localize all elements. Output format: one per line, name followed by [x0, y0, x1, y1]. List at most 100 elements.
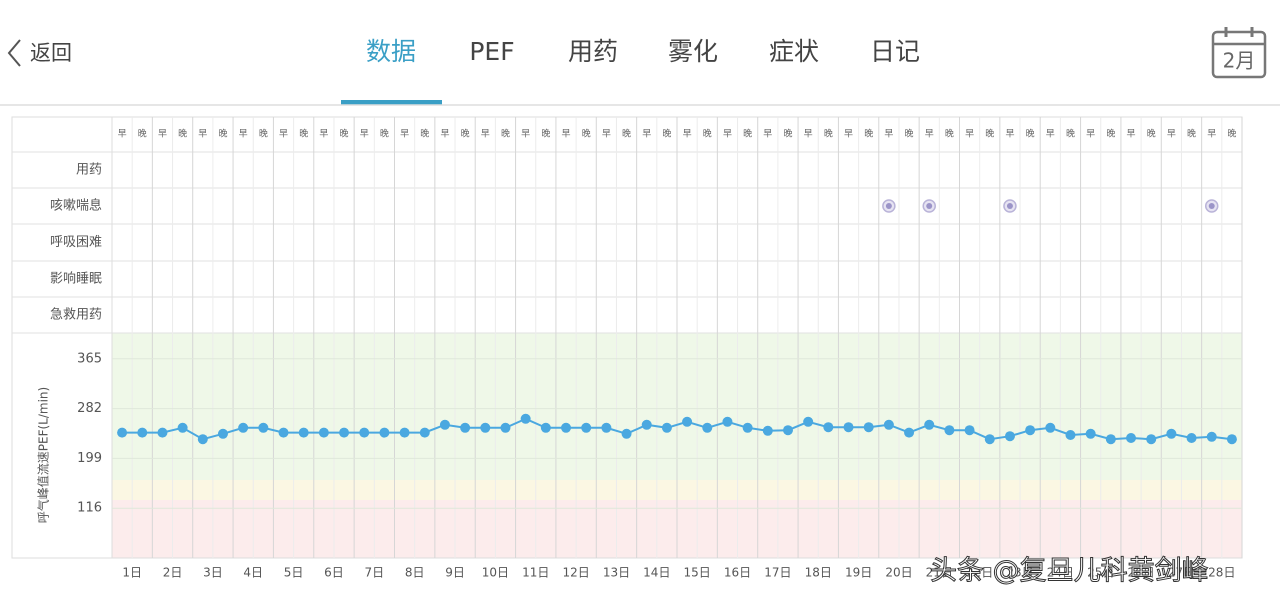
slot-label: 晚: [420, 129, 429, 140]
row-label: 影响睡眠: [50, 271, 102, 287]
pef-point: [823, 422, 834, 433]
x-tick-label: 18日: [805, 566, 832, 580]
slot-label: 早: [884, 129, 893, 140]
row-label: 呼吸困难: [50, 235, 102, 250]
pef-point: [258, 422, 269, 433]
slot-label: 早: [1127, 129, 1136, 140]
slot-label: 早: [118, 129, 127, 140]
slot-label: 早: [440, 129, 449, 140]
pef-point: [1105, 434, 1116, 445]
slot-label: 早: [642, 129, 651, 140]
pef-point: [561, 422, 572, 433]
slot-label: 早: [683, 129, 692, 140]
pef-point: [339, 427, 350, 438]
slot-label: 早: [1167, 129, 1176, 140]
slot-label: 晚: [218, 129, 227, 140]
slot-label: 早: [239, 129, 248, 140]
slot-label: 晚: [259, 129, 268, 140]
symptom-dot: [1208, 203, 1215, 209]
slot-label: 晚: [138, 129, 147, 140]
row-label: 急救用药: [50, 307, 102, 323]
slot-label: 早: [521, 129, 530, 140]
slot-label: 早: [925, 129, 934, 140]
y-tick-label: 116: [77, 501, 102, 516]
pef-point: [1045, 422, 1056, 433]
pef-point: [843, 422, 854, 433]
pef-point: [359, 427, 370, 438]
symptom-dot: [885, 203, 892, 209]
pef-point: [722, 416, 733, 427]
x-tick-label: 15日: [684, 566, 711, 580]
pef-point: [1025, 425, 1036, 436]
pef-point: [621, 428, 632, 439]
slot-label: 早: [1005, 129, 1014, 140]
x-tick-label: 16日: [724, 566, 751, 580]
pef-point: [298, 427, 309, 438]
slot-label: 早: [158, 129, 167, 140]
pef-point: [480, 422, 491, 433]
pef-point: [399, 427, 410, 438]
slot-label: 晚: [299, 129, 308, 140]
pef-point: [904, 427, 915, 438]
slot-label: 早: [1046, 129, 1055, 140]
slot-label: 晚: [703, 129, 712, 140]
slot-label: 早: [279, 129, 288, 140]
table-grid: 早晚早晚早晚早晚早晚早晚早晚早晚早晚早晚早晚早晚早晚早晚早晚早晚早晚早晚早晚早晚…: [12, 117, 1243, 558]
symptom-dot: [1006, 203, 1013, 209]
pef-point: [1166, 428, 1177, 439]
slot-label: 早: [319, 129, 328, 140]
pef-point: [379, 427, 390, 438]
tab-bar: 数据 PEF 用药 雾化 症状 日记: [341, 37, 920, 105]
slot-label: 早: [1207, 129, 1216, 140]
back-icon[interactable]: [7, 39, 21, 67]
pef-point: [137, 427, 148, 438]
pef-point: [924, 419, 935, 430]
calendar-label: 2月: [1223, 49, 1256, 73]
x-tick-label: 12日: [562, 566, 589, 580]
x-tick-label: 17日: [764, 566, 791, 580]
slot-label: 晚: [340, 129, 349, 140]
pef-point: [1085, 428, 1096, 439]
slot-label: 晚: [985, 129, 994, 140]
tab[interactable]: 雾化: [668, 37, 718, 66]
pef-point: [1146, 434, 1157, 445]
pef-point: [661, 422, 672, 433]
slot-label: 晚: [178, 129, 187, 140]
calendar-button[interactable]: 2月: [1211, 27, 1267, 79]
x-tick-label: 6日: [324, 566, 344, 580]
slot-label: 早: [360, 129, 369, 140]
symptom-dot: [926, 203, 933, 209]
tab[interactable]: 症状: [769, 37, 819, 66]
pef-point: [217, 428, 228, 439]
slot-label: 早: [804, 129, 813, 140]
pef-point: [318, 427, 329, 438]
slot-label: 早: [602, 129, 611, 140]
x-tick-label: 13日: [603, 566, 630, 580]
slot-label: 早: [481, 129, 490, 140]
tab[interactable]: 数据: [366, 37, 416, 66]
back-button[interactable]: 返回: [30, 41, 72, 65]
slot-label: 晚: [1066, 129, 1075, 140]
tab[interactable]: PEF: [469, 37, 514, 66]
tab[interactable]: 日记: [870, 37, 920, 66]
pef-point: [419, 427, 430, 438]
pef-point: [601, 422, 612, 433]
x-tick-label: 19日: [845, 566, 872, 580]
x-tick-label: 5日: [284, 566, 304, 580]
slot-label: 晚: [945, 129, 954, 140]
x-tick-label: 22日: [966, 566, 993, 580]
slot-label: 晚: [1147, 129, 1156, 140]
slot-label: 晚: [824, 129, 833, 140]
pef-point: [197, 434, 208, 445]
slot-label: 晚: [380, 129, 389, 140]
x-tick-label: 20日: [885, 566, 912, 580]
x-tick-label: 21日: [926, 566, 953, 580]
slot-label: 晚: [864, 129, 873, 140]
x-tick-label: 2日: [163, 566, 183, 580]
pef-point: [944, 425, 955, 436]
pef-point: [177, 422, 188, 433]
pef-point: [964, 425, 975, 436]
calendar-frame: [1211, 30, 1267, 79]
tab[interactable]: 用药: [568, 37, 618, 66]
